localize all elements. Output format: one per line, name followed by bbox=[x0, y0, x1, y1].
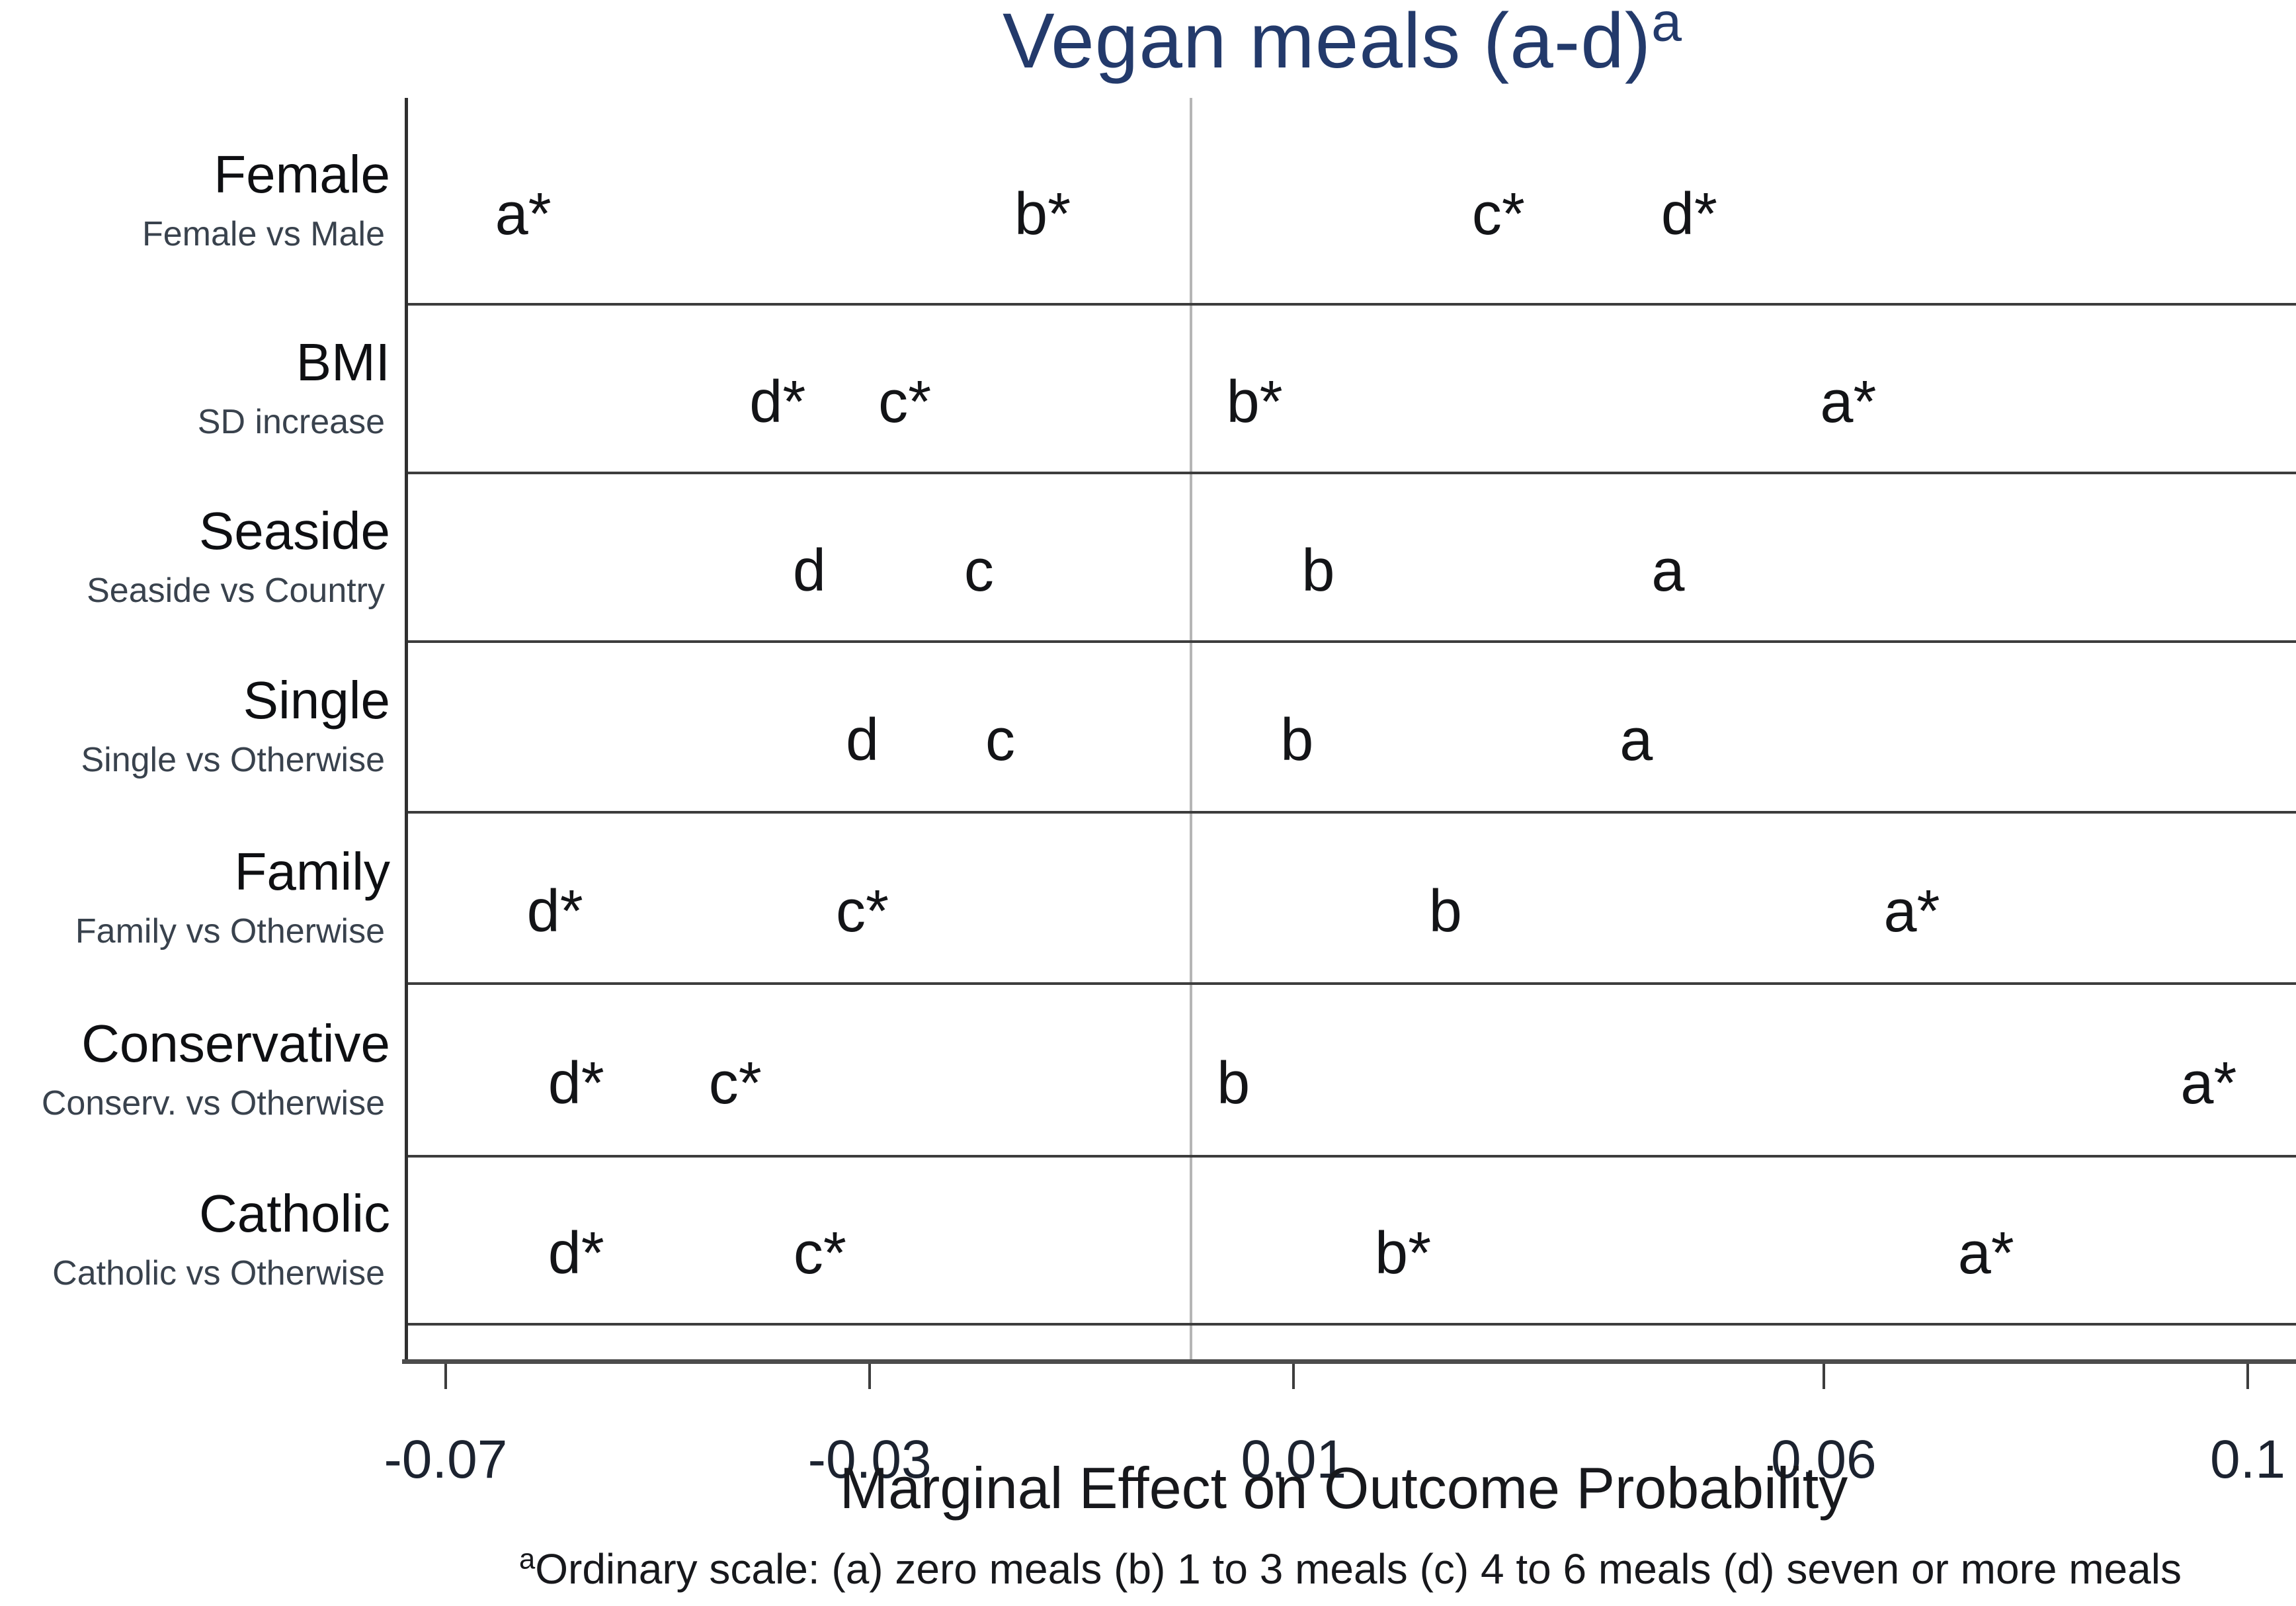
category-label: Seaside bbox=[198, 501, 390, 560]
row-divider-line bbox=[408, 472, 2296, 474]
chart-title: Vegan meals (a-d)a bbox=[1003, 0, 1682, 86]
row-divider-line bbox=[408, 303, 2296, 306]
marker-d: d bbox=[846, 707, 880, 773]
row-divider-line bbox=[408, 640, 2296, 643]
category-contrast-label: Family vs Otherwise bbox=[75, 911, 385, 951]
marker-b: b bbox=[1217, 1050, 1250, 1117]
row-divider-line bbox=[408, 811, 2296, 814]
category-label: Single bbox=[243, 671, 390, 730]
x-axis-tick bbox=[1292, 1364, 1295, 1389]
marker-d-significant: d* bbox=[1660, 181, 1717, 247]
marker-d-significant: d* bbox=[749, 368, 806, 435]
zero-reference-line bbox=[1190, 98, 1192, 1361]
x-axis-tick bbox=[868, 1364, 872, 1389]
category-label: Catholic bbox=[198, 1184, 390, 1243]
x-axis-tick bbox=[2246, 1364, 2249, 1389]
marker-b: b bbox=[1301, 537, 1335, 604]
category-contrast-label: Female vs Male bbox=[142, 215, 385, 253]
category-contrast-label: Conserv. vs Otherwise bbox=[41, 1083, 385, 1122]
footnote-text: Ordinary scale: (a) zero meals (b) 1 to … bbox=[535, 1545, 2182, 1593]
chart-title-text: Vegan meals (a-d) bbox=[1002, 0, 1652, 85]
marker-b: b bbox=[1280, 707, 1314, 773]
marker-a-significant: a* bbox=[1957, 1220, 2014, 1287]
category-contrast-label: Seaside vs Country bbox=[87, 571, 385, 610]
marker-c: c bbox=[964, 537, 994, 604]
footnote-superscript: a bbox=[519, 1543, 536, 1576]
marker-d-significant: d* bbox=[548, 1050, 604, 1117]
x-axis-tick-label: -0.03 bbox=[807, 1429, 932, 1490]
marker-c-significant: c* bbox=[1471, 181, 1525, 247]
marker-c-significant: c* bbox=[708, 1050, 762, 1117]
marker-a-significant: a* bbox=[2180, 1050, 2237, 1117]
x-axis-tick bbox=[1822, 1364, 1825, 1389]
marker-a-significant: a* bbox=[1820, 368, 1877, 435]
row-divider-line bbox=[408, 1155, 2296, 1158]
marker-b-significant: b* bbox=[1226, 368, 1283, 435]
chart-title-superscript: a bbox=[1651, 0, 1683, 53]
marker-a-significant: a* bbox=[495, 181, 552, 247]
x-axis-line bbox=[402, 1359, 2296, 1364]
marker-b: b bbox=[1428, 878, 1462, 945]
marker-c-significant: c* bbox=[878, 368, 932, 435]
category-contrast-label: Single vs Otherwise bbox=[81, 741, 385, 779]
category-contrast-label: SD increase bbox=[197, 402, 385, 441]
x-axis-tick-label: 0.06 bbox=[1770, 1429, 1877, 1490]
category-label: Family bbox=[234, 841, 390, 901]
x-axis-tick bbox=[444, 1364, 447, 1389]
marker-a: a bbox=[1620, 707, 1653, 773]
category-label: Conservative bbox=[81, 1013, 390, 1073]
marker-b-significant: b* bbox=[1014, 181, 1071, 247]
marker-d-significant: d* bbox=[526, 878, 583, 945]
marker-a-significant: a* bbox=[1883, 878, 1940, 945]
row-divider-line bbox=[408, 982, 2296, 985]
footnote: aOrdinary scale: (a) zero meals (b) 1 to… bbox=[519, 1544, 2182, 1593]
marker-c: c bbox=[985, 707, 1015, 773]
marker-a: a bbox=[1651, 537, 1685, 604]
plot-area: a* b* c* d* a* b* c* d* a b c d a b c d a* b c* d* a* b c* d* a*… bbox=[405, 98, 2296, 1361]
marker-b-significant: b* bbox=[1375, 1220, 1432, 1287]
category-contrast-label: Catholic vs Otherwise bbox=[52, 1254, 385, 1292]
marker-d: d bbox=[792, 537, 826, 604]
x-axis-tick-label: -0.07 bbox=[384, 1429, 508, 1490]
category-label: BMI bbox=[296, 332, 390, 392]
x-axis-tick-label: 0.01 bbox=[1241, 1429, 1347, 1490]
marker-d-significant: d* bbox=[548, 1220, 604, 1287]
row-divider-line bbox=[408, 1323, 2296, 1326]
marker-c-significant: c* bbox=[836, 878, 889, 945]
marker-c-significant: c* bbox=[793, 1220, 846, 1287]
x-axis-title: Marginal Effect on Outcome Probability bbox=[839, 1455, 1848, 1521]
category-label: Female bbox=[214, 145, 390, 204]
x-axis-tick-label: 0.1 bbox=[2210, 1429, 2285, 1490]
